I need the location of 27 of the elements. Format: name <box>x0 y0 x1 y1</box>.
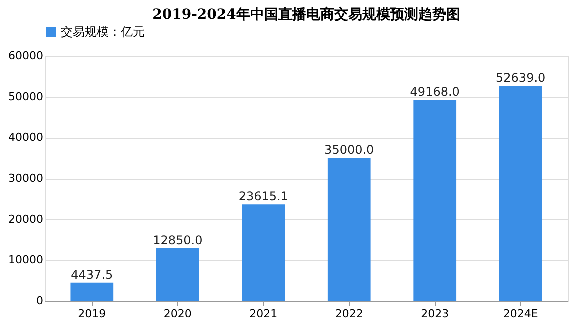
text: 12850.0 <box>153 234 203 248</box>
x-tick-label: 2019 <box>78 308 106 320</box>
bar <box>156 248 200 301</box>
y-tick-label: 0 <box>36 294 44 308</box>
bar <box>328 158 371 301</box>
bar <box>499 86 542 301</box>
bar <box>242 204 286 301</box>
y-tick-label: 50000 <box>8 90 44 104</box>
text: 49168.0 <box>410 85 460 100</box>
y-tick-label: 10000 <box>8 254 44 267</box>
legend-label: 交易规模：亿元 <box>61 25 145 39</box>
text: 23615.1 <box>238 190 288 204</box>
x-tick-label: 2023 <box>421 308 450 320</box>
chart-title: 2019-2024年中国直播电商交易规模预测趋势图 <box>152 6 460 23</box>
x-tick-label: 2020 <box>164 308 192 320</box>
x-tick-label: 2024E <box>503 308 538 320</box>
text: 52639.0 <box>496 71 546 86</box>
x-tick-label: 2021 <box>250 308 278 320</box>
y-tick-label: 20000 <box>8 212 44 226</box>
bar <box>414 100 457 301</box>
y-tick-label: 40000 <box>8 131 44 144</box>
text: 4437.5 <box>71 268 114 282</box>
y-tick-label: 60000 <box>8 50 44 62</box>
bar <box>70 282 114 301</box>
x-tick-label: 2022 <box>335 308 364 320</box>
y-tick-label: 30000 <box>8 172 44 185</box>
text: 35000.0 <box>324 143 374 158</box>
